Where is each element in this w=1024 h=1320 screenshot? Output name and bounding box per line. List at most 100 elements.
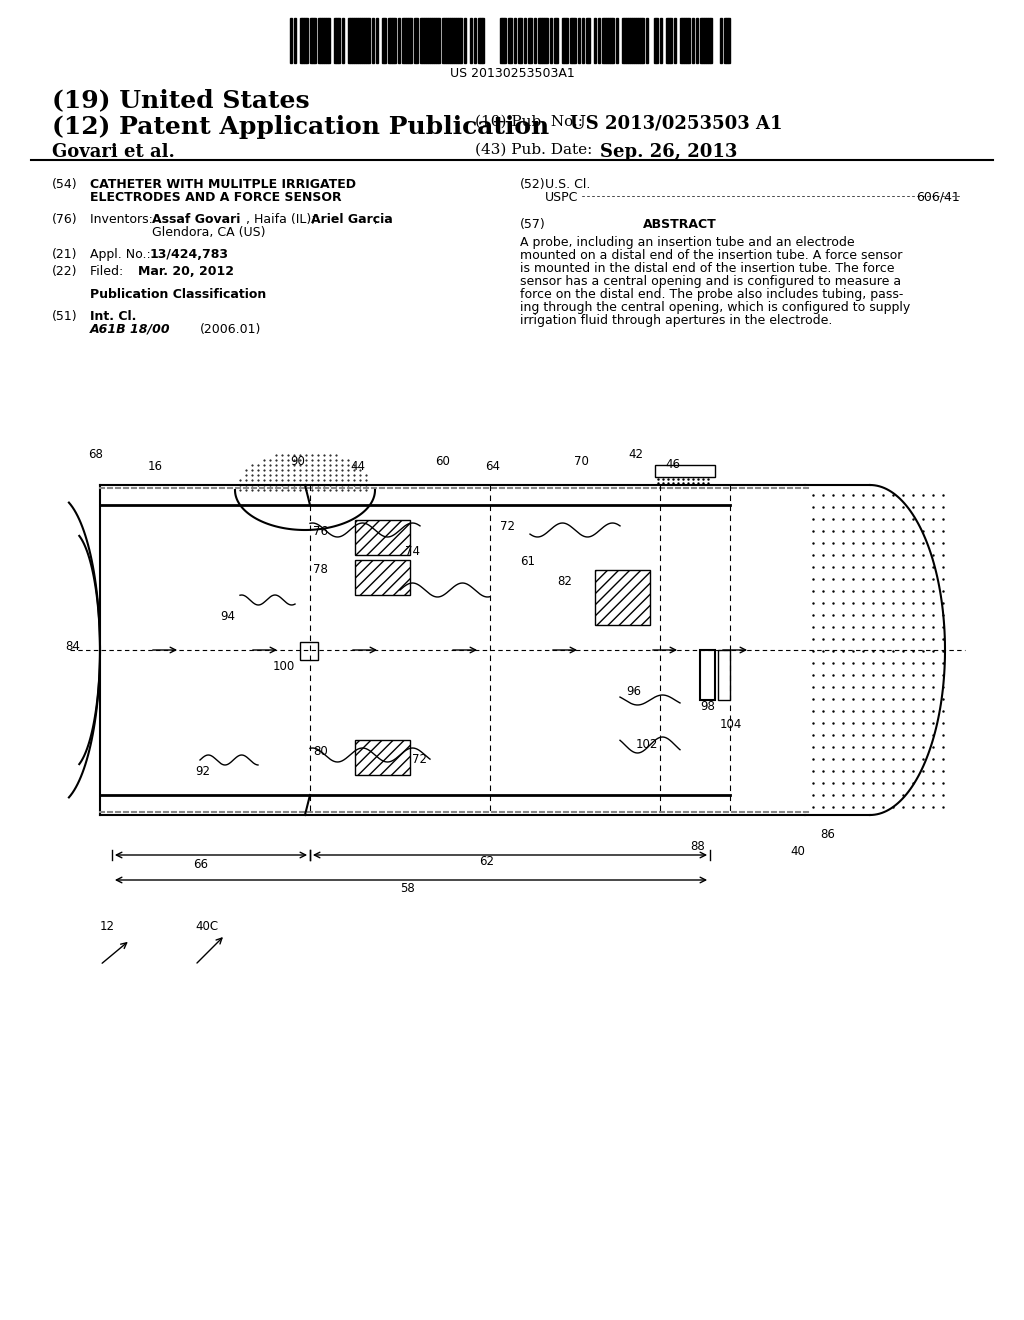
Bar: [470, 18, 472, 63]
Bar: [434, 18, 436, 63]
Text: mounted on a distal end of the insertion tube. A force sensor: mounted on a distal end of the insertion…: [520, 249, 902, 261]
Text: USPC: USPC: [545, 191, 579, 205]
Bar: [595, 570, 650, 624]
Bar: [458, 18, 460, 63]
Bar: [606, 18, 608, 63]
Text: 606/41: 606/41: [916, 191, 961, 205]
Text: Glendora, CA (US): Glendora, CA (US): [152, 226, 265, 239]
Text: Appl. No.:: Appl. No.:: [90, 248, 159, 261]
Text: (12) Patent Application Publication: (12) Patent Application Publication: [52, 115, 549, 139]
Text: (54): (54): [52, 178, 78, 191]
Bar: [686, 18, 688, 63]
Bar: [624, 18, 626, 63]
Bar: [426, 18, 428, 63]
Bar: [570, 18, 572, 63]
Text: Mar. 20, 2012: Mar. 20, 2012: [138, 265, 234, 279]
Text: (57): (57): [520, 218, 546, 231]
Bar: [688, 18, 690, 63]
Bar: [562, 18, 564, 63]
Bar: [710, 18, 712, 63]
Bar: [388, 18, 390, 63]
Bar: [392, 18, 394, 63]
Text: Sep. 26, 2013: Sep. 26, 2013: [600, 143, 737, 161]
Text: 82: 82: [557, 576, 571, 587]
Bar: [520, 18, 522, 63]
Text: , Haifa (IL);: , Haifa (IL);: [246, 213, 315, 226]
Text: U.S. Cl.: U.S. Cl.: [545, 178, 591, 191]
Bar: [696, 18, 698, 63]
Bar: [478, 18, 480, 63]
Bar: [322, 18, 324, 63]
Bar: [616, 18, 618, 63]
Text: 46: 46: [665, 458, 680, 471]
Text: ABSTRACT: ABSTRACT: [643, 218, 717, 231]
Bar: [342, 18, 344, 63]
Text: Int. Cl.: Int. Cl.: [90, 310, 136, 323]
Text: 64: 64: [485, 459, 500, 473]
Text: 88: 88: [690, 840, 705, 853]
Bar: [700, 649, 715, 700]
Bar: [326, 18, 328, 63]
Bar: [638, 18, 640, 63]
Bar: [432, 18, 434, 63]
Bar: [355, 741, 410, 775]
Text: Filed:: Filed:: [90, 265, 152, 279]
Bar: [514, 18, 516, 63]
Text: sensor has a central opening and is configured to measure a: sensor has a central opening and is conf…: [520, 275, 901, 288]
Bar: [318, 18, 319, 63]
Bar: [636, 18, 638, 63]
Bar: [422, 18, 424, 63]
Text: 76: 76: [313, 525, 328, 539]
Bar: [702, 18, 705, 63]
Text: (21): (21): [52, 248, 78, 261]
Text: (51): (51): [52, 310, 78, 323]
Text: (19) United States: (19) United States: [52, 88, 309, 112]
Bar: [670, 18, 672, 63]
Bar: [336, 18, 338, 63]
Bar: [352, 18, 354, 63]
Bar: [384, 18, 386, 63]
Bar: [682, 18, 684, 63]
Bar: [304, 18, 306, 63]
Text: ELECTRODES AND A FORCE SENSOR: ELECTRODES AND A FORCE SENSOR: [90, 191, 342, 205]
Bar: [348, 18, 350, 63]
Bar: [540, 18, 542, 63]
Bar: [726, 18, 728, 63]
Bar: [530, 18, 532, 63]
Bar: [442, 18, 444, 63]
Bar: [586, 18, 588, 63]
Bar: [708, 18, 710, 63]
Bar: [290, 18, 292, 63]
Text: 60: 60: [435, 455, 450, 469]
Bar: [502, 18, 504, 63]
Bar: [406, 18, 408, 63]
Bar: [700, 18, 702, 63]
Bar: [572, 18, 574, 63]
Text: is mounted in the distal end of the insertion tube. The force: is mounted in the distal end of the inse…: [520, 261, 895, 275]
Bar: [338, 18, 340, 63]
Text: 102: 102: [636, 738, 658, 751]
Bar: [362, 18, 364, 63]
Text: 68: 68: [88, 447, 102, 461]
Bar: [398, 18, 400, 63]
Bar: [634, 18, 636, 63]
Text: (10) Pub. No.:: (10) Pub. No.:: [475, 115, 583, 129]
Bar: [358, 18, 360, 63]
Text: Inventors:: Inventors:: [90, 213, 161, 226]
Bar: [542, 18, 544, 63]
Bar: [668, 18, 670, 63]
Text: 84: 84: [65, 640, 80, 653]
Bar: [449, 18, 450, 63]
Text: 66: 66: [193, 858, 208, 871]
Text: force on the distal end. The probe also includes tubing, pass-: force on the distal end. The probe also …: [520, 288, 903, 301]
Bar: [598, 18, 600, 63]
Bar: [420, 18, 422, 63]
Bar: [680, 18, 682, 63]
Text: 92: 92: [195, 766, 210, 777]
Text: A61B 18/00: A61B 18/00: [90, 323, 171, 337]
Bar: [632, 18, 634, 63]
Bar: [364, 18, 366, 63]
Bar: [518, 18, 520, 63]
Bar: [684, 18, 686, 63]
Bar: [705, 18, 706, 63]
